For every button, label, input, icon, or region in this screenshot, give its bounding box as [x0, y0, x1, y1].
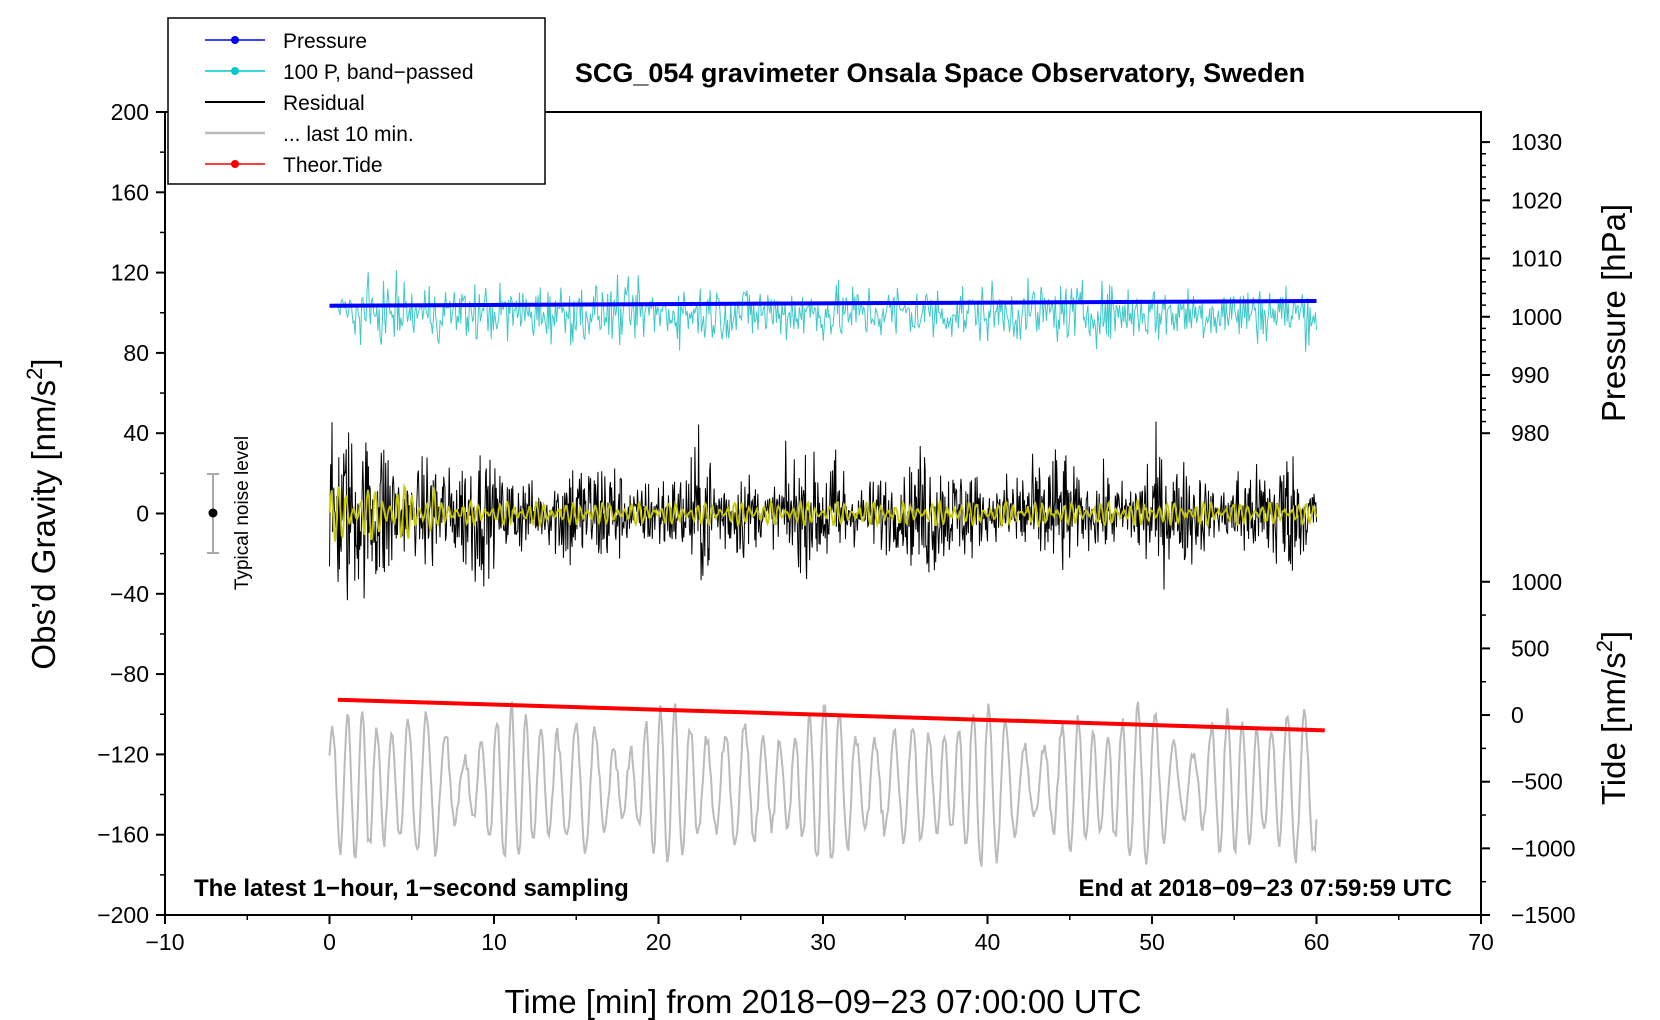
y-tick-label: 40 [123, 420, 149, 446]
tide-tick-label: 1000 [1511, 569, 1562, 595]
series-residual-line [329, 421, 1317, 601]
x-tick-label: 30 [810, 929, 836, 955]
y-axis-title-gravity-end: ] [25, 358, 62, 367]
footer-left-label: The latest 1−hour, 1−second sampling [194, 875, 629, 902]
tide-tick-label: 0 [1511, 702, 1524, 728]
y-axis-title-tide-end: ] [1595, 631, 1632, 640]
pressure-tick-label: 980 [1511, 420, 1549, 446]
y-tick-label: −160 [97, 822, 149, 848]
legend-marker-theor-tide [231, 160, 239, 168]
x-tick-label: 70 [1468, 929, 1494, 955]
legend-item-pressure: Pressure [205, 30, 367, 53]
y-axis-title-gravity-sup: 2 [22, 368, 47, 380]
legend-label-last-10-min: ... last 10 min. [283, 123, 414, 146]
series-residual-smoothed-line [328, 483, 1318, 542]
y-axis-title-pressure: Pressure [hPa] [1595, 204, 1632, 422]
pressure-tick-label: 1030 [1511, 129, 1562, 155]
y-tick-label: −80 [110, 661, 149, 687]
noise-label: Typical noise level [232, 436, 253, 590]
legend-item-band-passed: 100 P, band−passed [205, 61, 474, 84]
x-tick-label: 10 [481, 929, 507, 955]
y-tick-label: −120 [97, 741, 149, 767]
tick-layer: −10 0 10 20 30 40 50 60 70−200−160−120−80−400408… [97, 99, 1575, 955]
footer-right-label: End at 2018−09−23 07:59:59 UTC [1078, 875, 1452, 902]
y-tick-label: 120 [111, 260, 149, 286]
pressure-tick-label: 1010 [1511, 246, 1562, 272]
x-tick-label: 20 [646, 929, 672, 955]
y-tick-label: 80 [123, 340, 149, 366]
legend-label-residual: Residual [283, 92, 365, 115]
legend-item-theor-tide: Theor.Tide [205, 154, 383, 177]
x-tick-label: 0 [323, 929, 336, 955]
tide-tick-label: 500 [1511, 635, 1549, 661]
tide-tick-label: −1000 [1511, 835, 1576, 861]
y-axis-title-tide-text: Tide [nm/s [1595, 652, 1632, 805]
x-tick-label: 60 [1304, 929, 1330, 955]
y-tick-label: −200 [97, 902, 149, 928]
series-theor-tide-line [337, 697, 1325, 733]
x-tick-label: −10 [145, 929, 184, 955]
pressure-tick-label: 1020 [1511, 187, 1562, 213]
tide-tick-label: −1500 [1511, 902, 1576, 928]
legend-marker-band-passed [231, 67, 239, 75]
series-layer [328, 270, 1325, 867]
y-tick-label: 160 [111, 179, 149, 205]
noise-indicator: Typical noise level [207, 436, 253, 590]
legend-item-last-10-min: ... last 10 min. [205, 123, 414, 146]
noise-point [208, 508, 218, 518]
y-axis-title-tide: Tide [nm/s2] [1592, 631, 1632, 805]
x-tick-label: 40 [975, 929, 1001, 955]
y-tick-label: −40 [110, 581, 149, 607]
legend: Pressure 100 P, band−passed Residual ...… [167, 17, 546, 185]
pressure-tick-label: 990 [1511, 362, 1549, 388]
legend-label-pressure: Pressure [283, 30, 367, 53]
tide-tick-label: −500 [1511, 769, 1563, 795]
y-tick-label: 200 [111, 99, 149, 125]
pressure-tick-label: 1000 [1511, 304, 1562, 330]
series-band-passed-line [337, 270, 1317, 352]
legend-label-theor-tide: Theor.Tide [283, 154, 383, 177]
legend-label-band-passed: 100 P, band−passed [283, 61, 474, 84]
y-axis-title-gravity-text: Obs’d Gravity [nm/s [25, 380, 62, 670]
y-axis-title-gravity: Obs’d Gravity [nm/s2] [22, 358, 62, 669]
series-pressure-line [329, 299, 1317, 308]
legend-item-residual: Residual [205, 92, 365, 115]
legend-marker-pressure [231, 36, 239, 44]
x-tick-label: 50 [1139, 929, 1165, 955]
y-tick-label: 0 [136, 501, 149, 527]
x-axis-title: Time [min] from 2018−09−23 07:00:00 UTC [504, 983, 1141, 1020]
y-axis-title-tide-sup: 2 [1592, 640, 1617, 652]
chart-title: SCG_054 gravimeter Onsala Space Observat… [575, 58, 1305, 88]
